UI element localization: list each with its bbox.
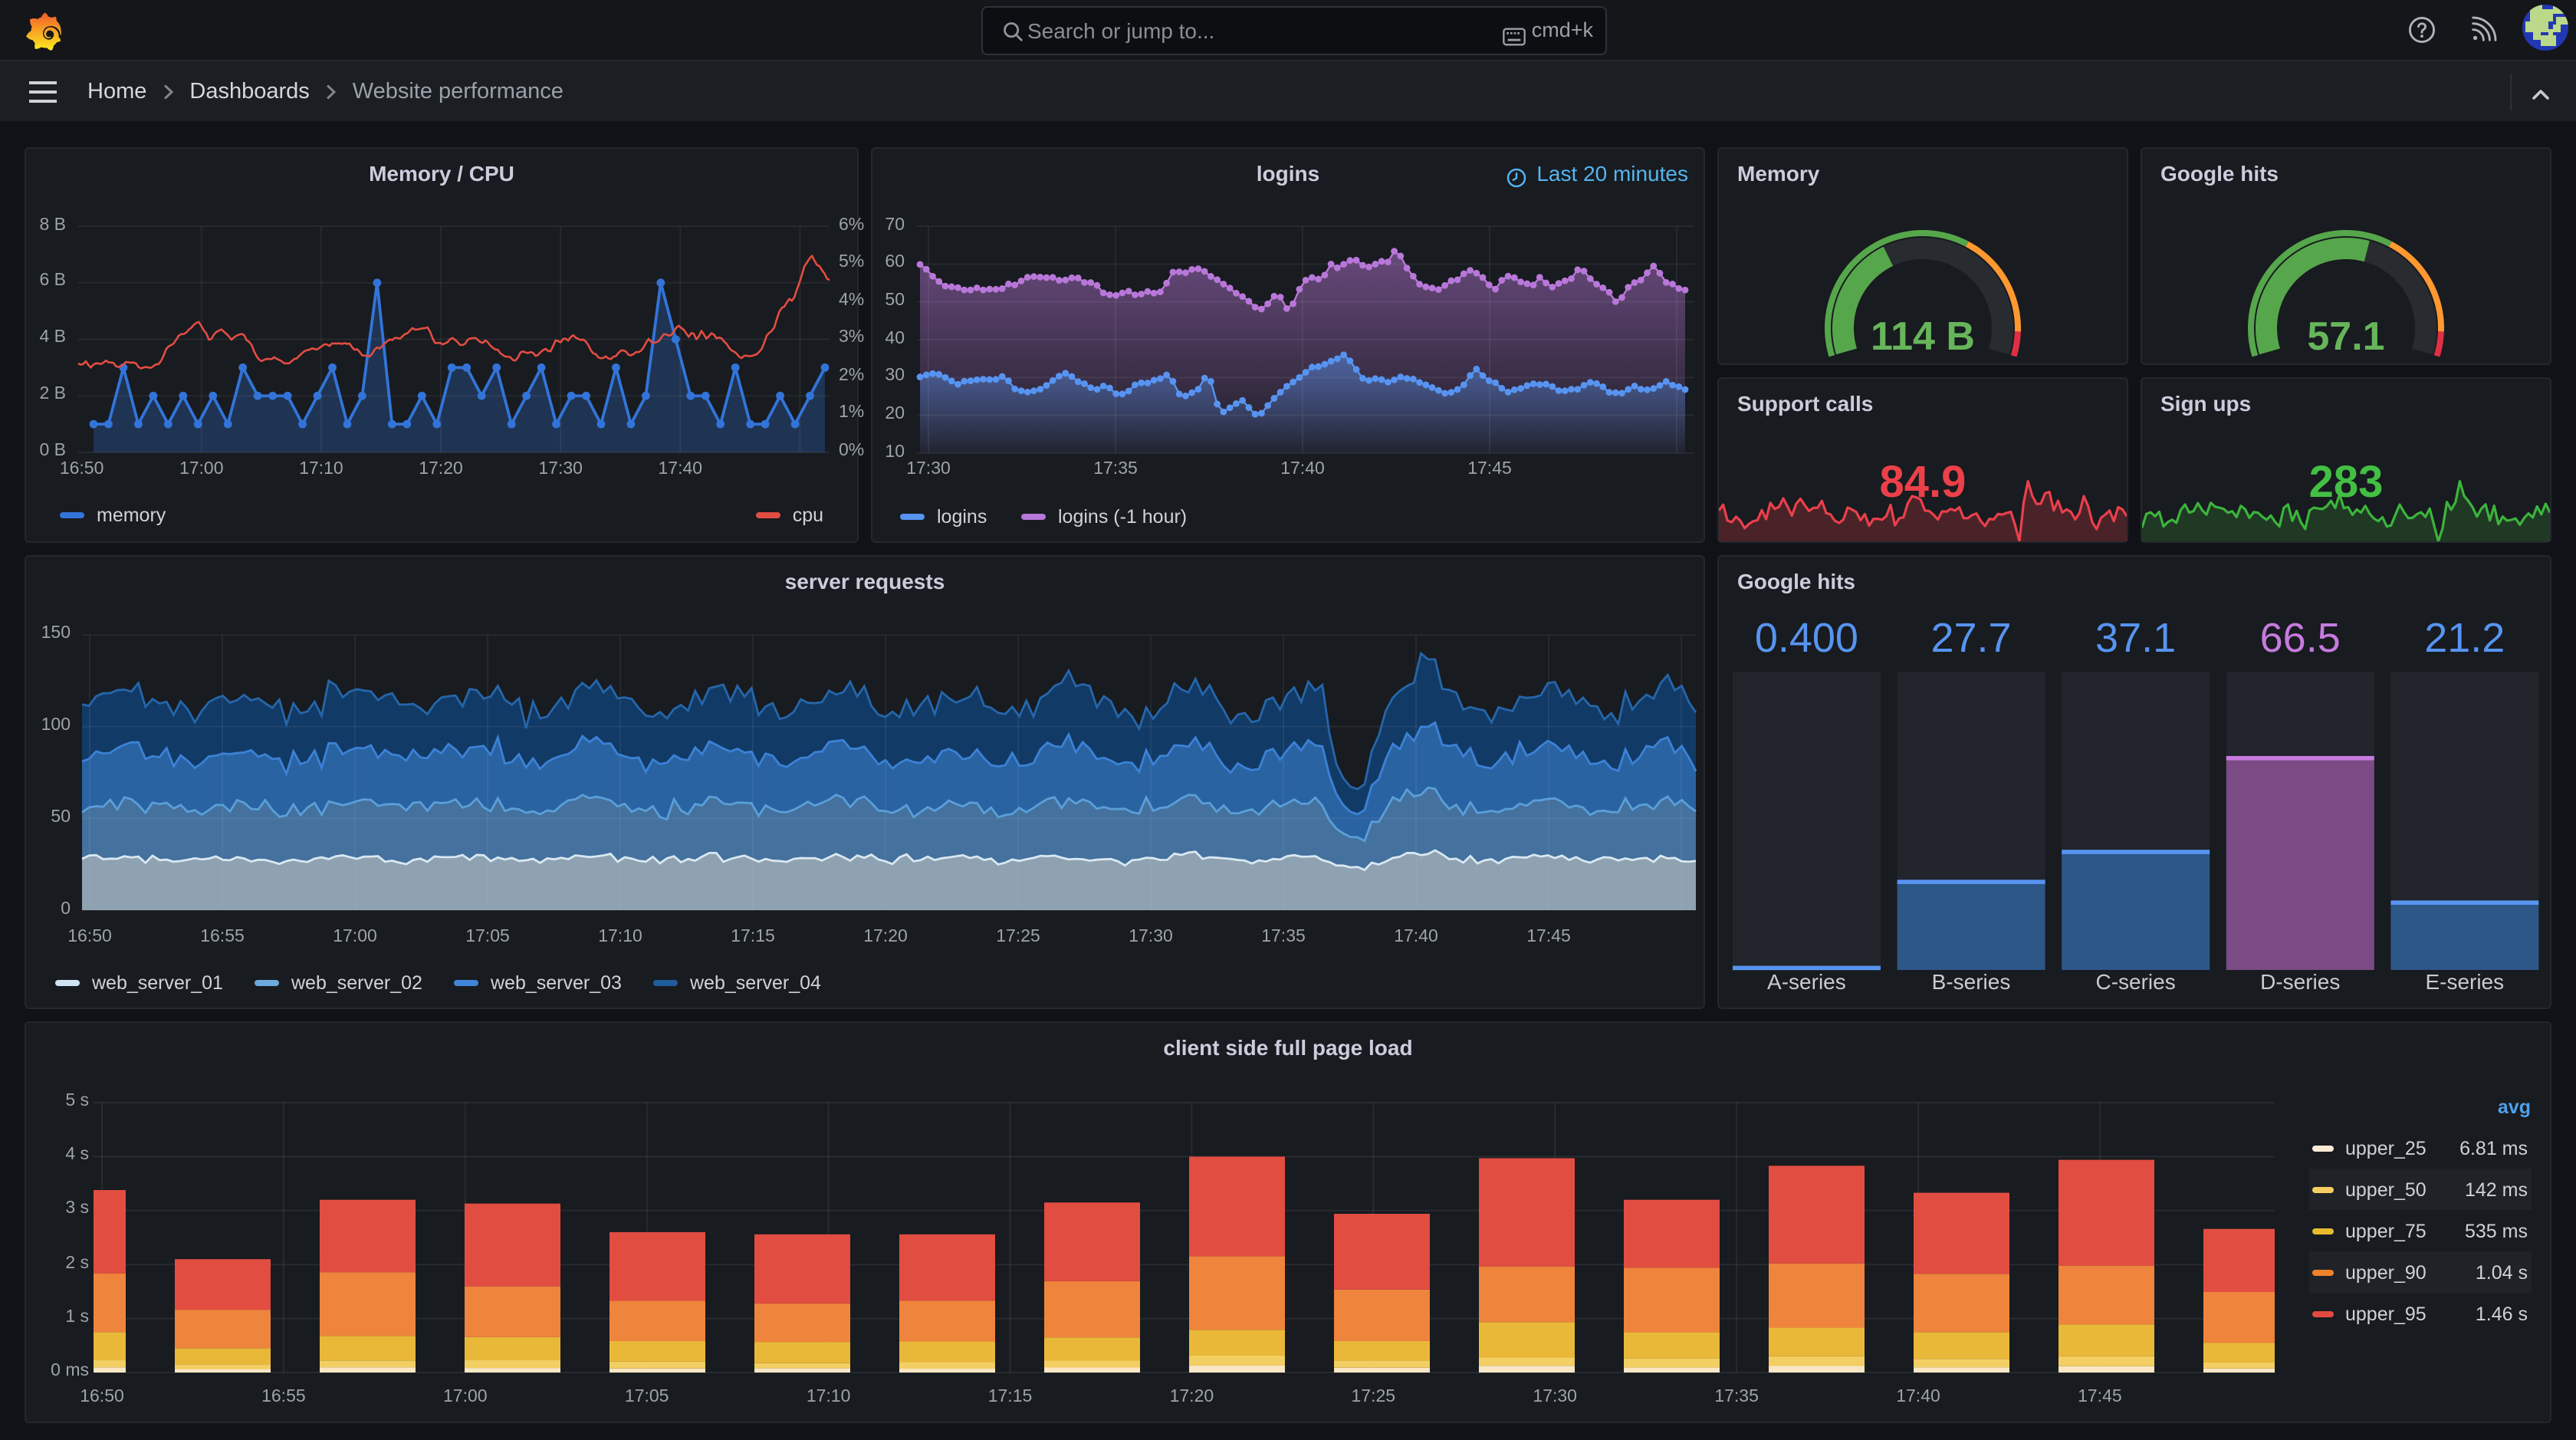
svg-text:21.2: 21.2 <box>2424 615 2505 661</box>
svg-text:57.1: 57.1 <box>2307 314 2384 359</box>
svg-text:A-series: A-series <box>1767 970 1846 994</box>
svg-text:66.5: 66.5 <box>2260 615 2341 661</box>
svg-text:C-series: C-series <box>2095 970 2175 994</box>
svg-text:D-series: D-series <box>2260 970 2340 994</box>
svg-text:0.400: 0.400 <box>1755 615 1858 661</box>
svg-text:37.1: 37.1 <box>2095 615 2176 661</box>
svg-text:27.7: 27.7 <box>1930 615 2011 661</box>
svg-text:E-series: E-series <box>2425 970 2504 994</box>
svg-text:B-series: B-series <box>1932 970 2011 994</box>
svg-text:114 B: 114 B <box>1871 314 1975 359</box>
